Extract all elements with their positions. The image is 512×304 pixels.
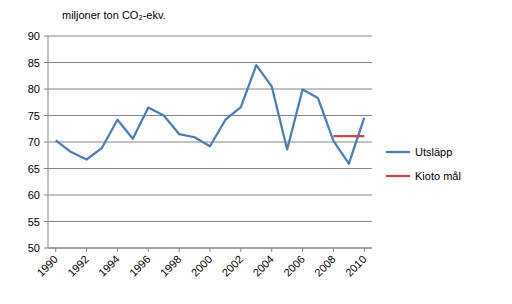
x-tick [364,248,365,252]
y-tick [44,142,48,143]
x-tick-label: 1990 [34,253,60,279]
x-tick [302,248,303,252]
grid-line [48,36,372,37]
y-tick-label: 65 [28,163,40,175]
grid-line [48,62,372,63]
y-tick-label: 75 [28,110,40,122]
x-tick [55,248,56,252]
y-tick [44,221,48,222]
grid-line [48,221,372,222]
chart: miljoner ton CO₂-ekv. 50 55 60 65 70 75 80 85 90 1… [0,0,512,304]
y-tick-label: 80 [28,83,40,95]
x-tick-label: 2010 [343,253,369,279]
x-tick-label: 2000 [189,253,215,279]
x-tick [86,248,87,252]
x-tick [210,248,211,252]
legend-swatch [386,151,410,153]
y-tick-label: 90 [28,30,40,42]
x-tick [271,248,272,252]
y-tick [44,248,48,249]
y-tick-label: 70 [28,136,40,148]
series-line [333,135,364,137]
y-tick-label: 50 [28,242,40,254]
y-tick [44,62,48,63]
y-tick-label: 85 [28,57,40,69]
legend-label: Utsläpp [415,146,452,158]
y-tick [44,115,48,116]
x-tick-label: 2002 [219,253,245,279]
x-tick [179,248,180,252]
x-tick [117,248,118,252]
legend-swatch [386,175,410,177]
y-tick-label: 60 [28,189,40,201]
series-line [56,65,365,164]
x-tick-label: 1994 [96,253,122,279]
grid-line [48,195,372,196]
x-tick-label: 2006 [281,253,307,279]
y-tick [44,89,48,90]
x-tick-label: 1996 [127,253,153,279]
y-tick [44,195,48,196]
x-tick-label: 2008 [312,253,338,279]
legend-label: Kioto mål [415,170,461,182]
y-tick [44,168,48,169]
x-tick [240,248,241,252]
y-axis-label: miljoner ton CO₂-ekv. [62,9,166,21]
grid-line [48,168,372,169]
x-tick-label: 1992 [65,253,91,279]
y-axis [48,36,49,248]
y-tick [44,36,48,37]
series-group [56,65,365,164]
x-tick-label: 2004 [250,253,276,279]
y-tick-label: 55 [28,216,40,228]
x-tick-label: 1998 [158,253,184,279]
grid-line [48,142,372,143]
x-tick [148,248,149,252]
grid-line [48,89,372,90]
x-tick [333,248,334,252]
